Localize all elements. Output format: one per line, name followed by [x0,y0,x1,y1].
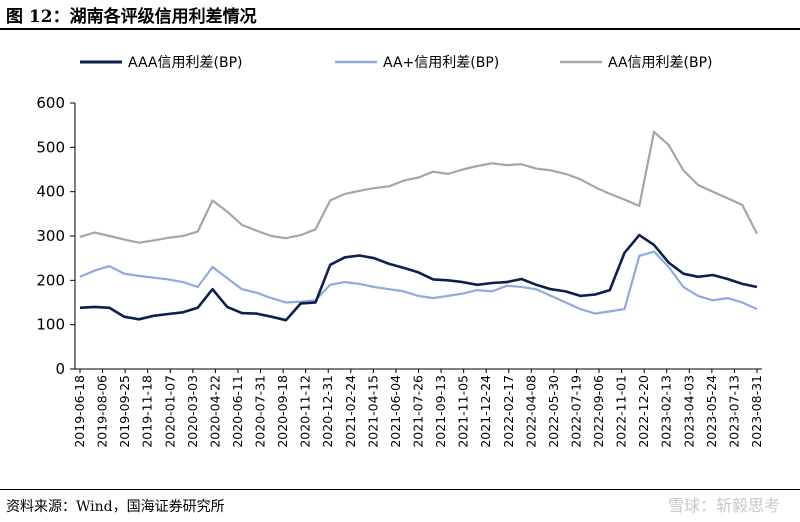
x-tick-label: 2022-04-08 [523,375,538,448]
x-tick-label: 2019-08-06 [95,375,110,448]
figure-title: 图 12：湖南各评级信用利差情况 [6,7,257,27]
series-line-2 [79,130,758,244]
x-tick-label: 2020-11-12 [298,375,313,448]
legend: AAA信用利差(BP) AA+信用利差(BP) AA信用利差(BP) [80,55,713,71]
x-tick-label: 2020-04-22 [207,375,222,448]
x-tick-label: 2021-07-26 [411,375,426,448]
top-rule [0,28,800,30]
watermark-text: 雪球：斩毅思考 [667,496,780,515]
x-tick-label: 2021-04-15 [365,375,380,448]
bottom-rule [0,489,800,490]
x-tick-label: 2021-12-24 [478,375,493,448]
legend-label: AA+信用利差(BP) [383,55,499,71]
x-tick-label: 2019-11-18 [140,375,155,448]
x-tick-label: 2020-03-03 [185,375,200,448]
x-tick-label: 2020-12-31 [320,375,335,448]
series-line-1 [79,250,758,315]
x-tick-label: 2020-01-07 [162,375,177,448]
x-tick-label: 2022-05-30 [546,375,561,448]
x-tick-label: 2023-05-24 [704,375,719,448]
y-axis-ticks: 0 100 200 300 400 500 600 [36,94,75,378]
x-tick-label: 2022-12-20 [636,375,651,448]
legend-label: AAA信用利差(BP) [128,55,242,71]
y-tick-label: 200 [36,271,65,289]
y-tick-label: 100 [36,316,65,334]
x-tick-label: 2022-11-01 [614,375,629,448]
y-tick-label: 500 [36,138,65,156]
series-lines [79,130,758,322]
x-tick-label: 2023-07-13 [726,375,741,448]
series-line-0 [79,233,758,322]
y-tick-label: 600 [36,94,65,112]
x-tick-label: 2020-09-18 [275,375,290,448]
y-tick-label: 0 [55,360,65,378]
x-tick-label: 2021-09-13 [433,375,448,448]
x-tick-label: 2022-02-17 [501,375,516,448]
y-tick-label: 300 [36,227,65,245]
x-tick-label: 2020-06-11 [230,375,245,448]
x-tick-label: 2023-08-31 [749,375,764,448]
x-axis-ticks: 2019-06-18 2019-08-06 2019-09-25 2019-11-18… [72,369,764,448]
x-tick-label: 2023-04-03 [681,375,696,448]
x-tick-label: 2022-09-06 [591,375,606,448]
x-tick-label: 2021-02-24 [343,375,358,448]
x-tick-label: 2023-02-13 [659,375,674,448]
x-tick-label: 2022-07-19 [568,375,583,448]
x-tick-label: 2020-07-31 [253,375,268,448]
x-tick-label: 2021-11-05 [456,375,471,448]
y-tick-label: 400 [36,183,65,201]
legend-label: AA信用利差(BP) [608,55,713,71]
x-tick-label: 2021-06-04 [388,375,403,448]
x-tick-label: 2019-09-25 [117,375,132,448]
source-note: 资料来源：Wind，国海证券研究所 [6,499,225,515]
x-tick-label: 2019-06-18 [72,375,87,448]
credit-spread-chart: AAA信用利差(BP) AA+信用利差(BP) AA信用利差(BP) 0 100 200… [36,55,764,448]
